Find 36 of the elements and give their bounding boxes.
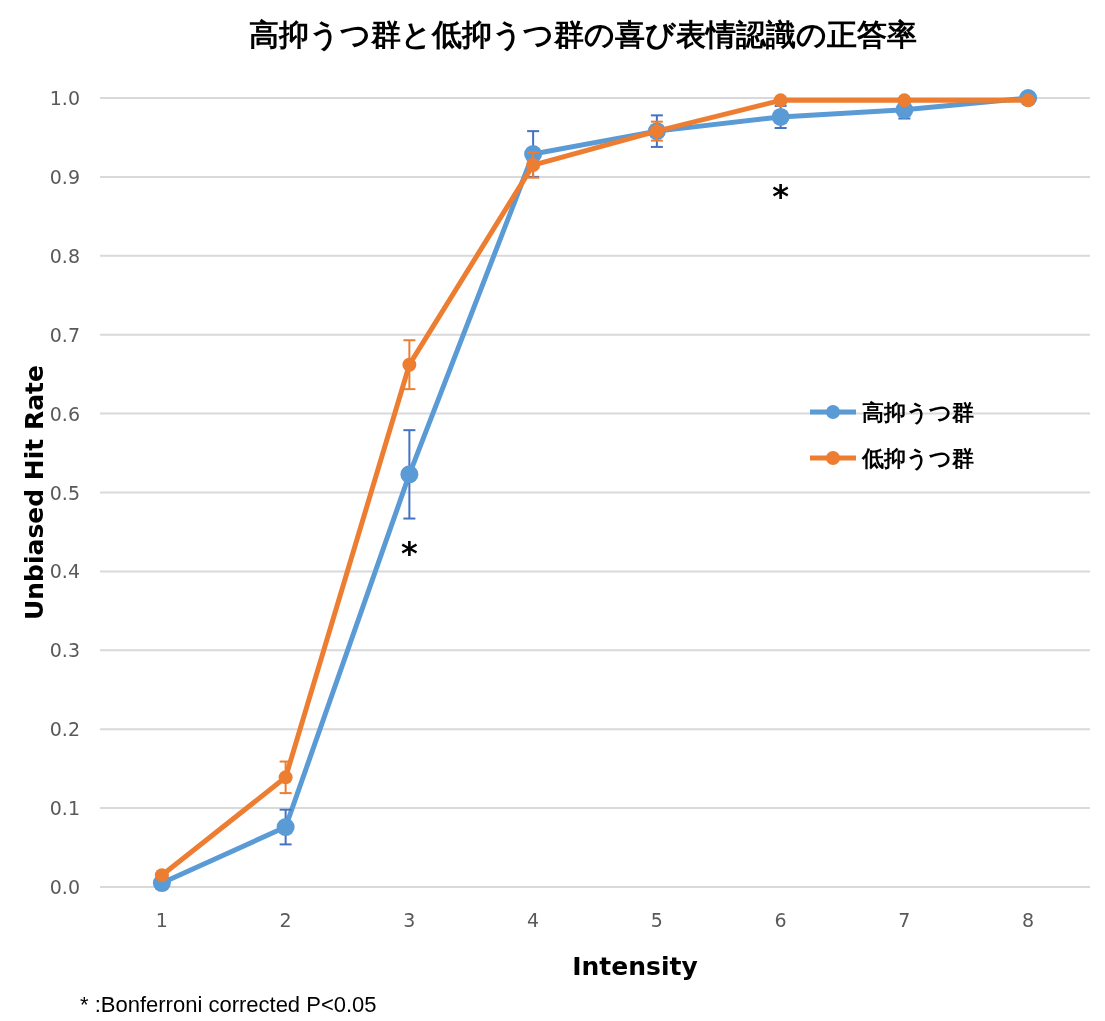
text: * :Bonferroni corrected P<0.05 [80, 992, 377, 1017]
y-tick-label: 0.9 [49, 165, 80, 188]
y-tick-label: 0.5 [49, 481, 80, 504]
y-tick-label: 0.6 [49, 402, 80, 425]
point [402, 357, 417, 372]
y-tick-label: 0.0 [49, 876, 80, 898]
x-tick-label: 5 [650, 909, 663, 931]
y-tick-label: 0.1 [49, 797, 80, 820]
point [526, 158, 541, 173]
point [1021, 93, 1036, 108]
x-tick-label: 1 [155, 909, 168, 931]
x-tick-label: 8 [1022, 909, 1035, 931]
y-tick-label: 0.7 [49, 323, 80, 346]
x-axis-title: Intensity [572, 952, 698, 981]
y-tick-label: 1.0 [49, 87, 80, 109]
legend-label: 低抑うつ群 [861, 446, 974, 471]
x-tick-label: 7 [898, 909, 911, 931]
annotation: * [772, 176, 790, 215]
y-axis-title: Unbiased Hit Rate [20, 364, 49, 621]
y-tick-label: 0.2 [49, 718, 80, 741]
x-tick-label: 6 [774, 909, 787, 931]
point [154, 868, 169, 883]
point [278, 770, 293, 785]
x-tick-label: 3 [403, 909, 416, 931]
chart-title: 高抑うつ群と低抑うつ群の喜び表情認識の正答率 [248, 17, 917, 52]
x-tick-label: 4 [527, 909, 540, 931]
y-tick-label: 0.3 [49, 639, 80, 662]
point [897, 93, 912, 108]
point [773, 93, 788, 108]
y-tick-label: 0.4 [49, 560, 80, 583]
y-tick-label: 0.8 [49, 244, 80, 267]
legend-label: 高抑うつ群 [862, 400, 974, 425]
x-tick-label: 2 [279, 909, 292, 931]
annotation: * [401, 534, 419, 573]
point [276, 818, 295, 837]
point [400, 465, 419, 484]
